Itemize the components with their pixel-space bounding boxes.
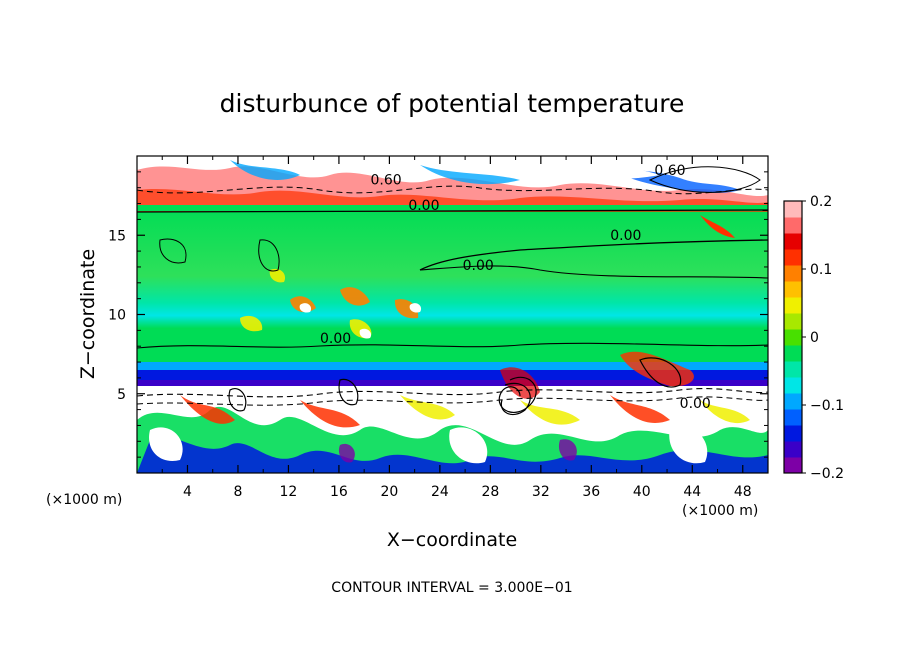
field-patch	[299, 303, 422, 339]
colorbar-swatch	[784, 201, 802, 218]
contour-line	[419, 239, 768, 271]
colorbar-swatch	[784, 393, 802, 410]
field-patch	[290, 287, 419, 319]
colorbar-swatch	[784, 329, 802, 346]
field-patch	[230, 160, 520, 185]
colorbar-swatch	[784, 441, 802, 458]
colorbar-swatch	[784, 313, 802, 330]
colorbar-swatch	[784, 377, 802, 394]
x-tick-label: 48	[734, 484, 752, 500]
contour-line	[137, 388, 768, 398]
colorbar-swatch	[784, 249, 802, 266]
colorbar-tick-label: 0.2	[810, 194, 832, 210]
colorbar-swatch	[784, 297, 802, 314]
contour-line	[159, 238, 280, 272]
y-axis-ticks: 5 10 15	[108, 171, 768, 458]
colorbar: 0.2 0.1 0 −0.1 −0.2	[783, 194, 844, 482]
x-tick-label: 44	[683, 484, 701, 500]
y-axis-unit-label: (×1000 m)	[46, 492, 122, 508]
x-tick-label: 36	[582, 484, 600, 500]
y-tick-label: 15	[108, 228, 126, 244]
field-patch	[240, 268, 372, 339]
contour-line	[137, 396, 768, 406]
contour-line	[137, 342, 768, 349]
field-patch	[700, 215, 735, 238]
contour-lines	[137, 166, 768, 415]
contour-label: 0.00	[680, 396, 711, 412]
contour-label: 0.00	[463, 258, 494, 274]
field-patch	[400, 395, 750, 425]
colorbar-tick-label: −0.2	[810, 466, 844, 482]
colorbar-swatch	[784, 217, 802, 234]
colorbar-swatch	[784, 409, 802, 426]
y-tick-label: 10	[108, 308, 126, 324]
x-tick-label: 4	[183, 484, 192, 500]
x-tick-label: 12	[280, 484, 298, 500]
x-axis-label: X−coordinate	[387, 529, 517, 551]
y-axis-label: Z−coordinate	[77, 249, 99, 379]
field-band-mid	[137, 205, 768, 363]
x-tick-label: 28	[481, 484, 499, 500]
contour-label: 0.00	[610, 228, 641, 244]
field-band-blue	[137, 380, 768, 386]
contour-label: 0.60	[370, 173, 401, 189]
contour-line	[137, 209, 768, 213]
colorbar-tick-label: 0	[810, 330, 819, 346]
colorbar-swatch	[784, 361, 802, 378]
colorbar-swatch	[784, 425, 802, 442]
x-tick-label: 24	[431, 484, 449, 500]
contour-label: 0.60	[654, 163, 685, 179]
heatmap-field	[137, 156, 768, 473]
field-band-blue	[137, 362, 768, 370]
colorbar-swatch	[784, 265, 802, 282]
colorbar-tick-label: 0.1	[810, 262, 832, 278]
x-axis-ticks: 4 8 12 16 20 24 28 32 36 40 44 48	[161, 156, 752, 500]
field-patch	[500, 367, 540, 399]
colorbar-tick-label: −0.1	[810, 398, 844, 414]
contour-line	[639, 357, 682, 388]
x-axis-unit-label: (×1000 m)	[682, 503, 758, 519]
x-tick-label: 20	[380, 484, 398, 500]
chart-title: disturbunce of potential temperature	[220, 89, 685, 118]
field-patch	[520, 163, 660, 180]
contour-line	[228, 378, 359, 412]
field-band-top	[137, 205, 768, 211]
x-tick-label: 16	[330, 484, 348, 500]
contour-line	[648, 166, 761, 193]
field-patch	[620, 351, 694, 387]
x-tick-label: 32	[532, 484, 550, 500]
contour-line	[137, 185, 768, 195]
field-band-blue	[137, 370, 768, 380]
contour-label: 0.00	[408, 198, 439, 214]
contour-interval-label: CONTOUR INTERVAL = 3.000E−01	[331, 580, 572, 596]
colorbar-swatch	[784, 281, 802, 298]
colorbar-swatch	[784, 457, 802, 474]
field-patch	[137, 436, 768, 473]
colorbar-swatch	[784, 345, 802, 362]
contour-label: 0.00	[320, 331, 351, 347]
contour-line	[500, 382, 531, 415]
contour-line	[498, 376, 537, 413]
contour-line	[419, 265, 768, 279]
colorbar-swatch	[784, 233, 802, 250]
contour-labels: 0.60 0.60 0.00 0.00 0.00 0.00 0.00	[320, 163, 711, 412]
x-tick-label: 8	[233, 484, 242, 500]
y-tick-label: 5	[117, 387, 126, 403]
x-tick-label: 40	[633, 484, 651, 500]
